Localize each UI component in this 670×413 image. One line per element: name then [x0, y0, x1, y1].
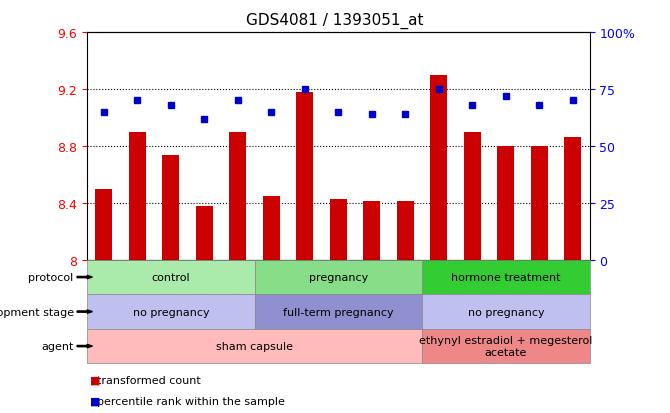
Bar: [196, 207, 213, 260]
Bar: [397, 202, 414, 260]
Bar: [263, 196, 280, 260]
Text: control: control: [151, 273, 190, 282]
Text: full-term pregnancy: full-term pregnancy: [283, 307, 394, 317]
Bar: [464, 133, 481, 260]
Bar: [364, 202, 381, 260]
Bar: [330, 199, 347, 260]
Text: GDS4081 / 1393051_at: GDS4081 / 1393051_at: [247, 12, 423, 28]
Text: protocol: protocol: [28, 273, 74, 282]
Bar: [497, 147, 515, 260]
Text: development stage: development stage: [0, 307, 74, 317]
Text: ethynyl estradiol + megesterol
acetate: ethynyl estradiol + megesterol acetate: [419, 335, 592, 357]
Text: hormone treatment: hormone treatment: [451, 273, 561, 282]
Text: no pregnancy: no pregnancy: [468, 307, 544, 317]
Bar: [564, 138, 582, 260]
Text: ■: ■: [90, 396, 101, 406]
Text: sham capsule: sham capsule: [216, 341, 293, 351]
Text: agent: agent: [42, 341, 74, 351]
Text: ■: ■: [90, 375, 101, 385]
Bar: [431, 76, 448, 260]
Bar: [96, 189, 113, 260]
Bar: [129, 133, 146, 260]
Text: percentile rank within the sample: percentile rank within the sample: [97, 396, 285, 406]
Text: no pregnancy: no pregnancy: [133, 307, 209, 317]
Text: pregnancy: pregnancy: [309, 273, 368, 282]
Bar: [163, 155, 180, 260]
Bar: [229, 133, 247, 260]
Text: transformed count: transformed count: [97, 375, 201, 385]
Bar: [297, 93, 314, 260]
Bar: [531, 147, 548, 260]
